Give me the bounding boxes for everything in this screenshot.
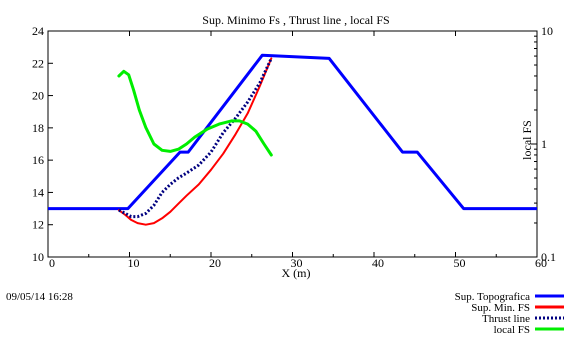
chart-title: Sup. Minimo Fs , Thrust line , local FS [202, 13, 389, 27]
series-line-2 [118, 57, 273, 219]
axis-ticks [47, 30, 538, 258]
x-tick-label: 50 [454, 256, 466, 270]
y2-tick-label: 0.1 [541, 250, 556, 264]
y-tick-label: 14 [32, 185, 44, 199]
y-tick-label: 16 [32, 153, 44, 167]
series-line-3 [117, 69, 273, 157]
y-tick-label: 20 [32, 89, 44, 103]
x-tick-label: 30 [291, 256, 303, 270]
x-tick-label: 10 [128, 256, 140, 270]
x-tick-label: 0 [49, 256, 55, 270]
x-tick-label: 40 [372, 256, 384, 270]
x-tick-label: 60 [535, 256, 547, 270]
y-tick-label: 12 [32, 218, 44, 232]
plot-frame [47, 30, 538, 258]
y2-tick-label: 1 [541, 137, 547, 151]
y-tick-label: 18 [32, 121, 44, 135]
y-tick-label: 10 [32, 250, 44, 264]
legend-label: local FS [494, 324, 530, 336]
legend-label: Sup. Topografica [455, 291, 531, 303]
y-tick-label: 24 [32, 24, 44, 38]
right-axis-label: local FS [520, 120, 534, 160]
legend-label: Thrust line [482, 313, 530, 325]
series-line-0 [48, 53, 537, 211]
series-lines [48, 53, 537, 226]
y2-tick-label: 10 [541, 24, 553, 38]
legend-label: Sup. Min. FS [471, 302, 530, 314]
y-tick-label: 22 [32, 56, 44, 70]
series-line-1 [117, 57, 273, 226]
x-axis-label: X (m) [282, 266, 311, 280]
timestamp: 09/05/14 16:28 [6, 291, 73, 303]
axis-tick-labels: 0 10 20 30 40 50 60 10 12 14 16 18 20 22 24 0.1 1 10 [32, 24, 556, 270]
x-tick-label: 20 [209, 256, 221, 270]
